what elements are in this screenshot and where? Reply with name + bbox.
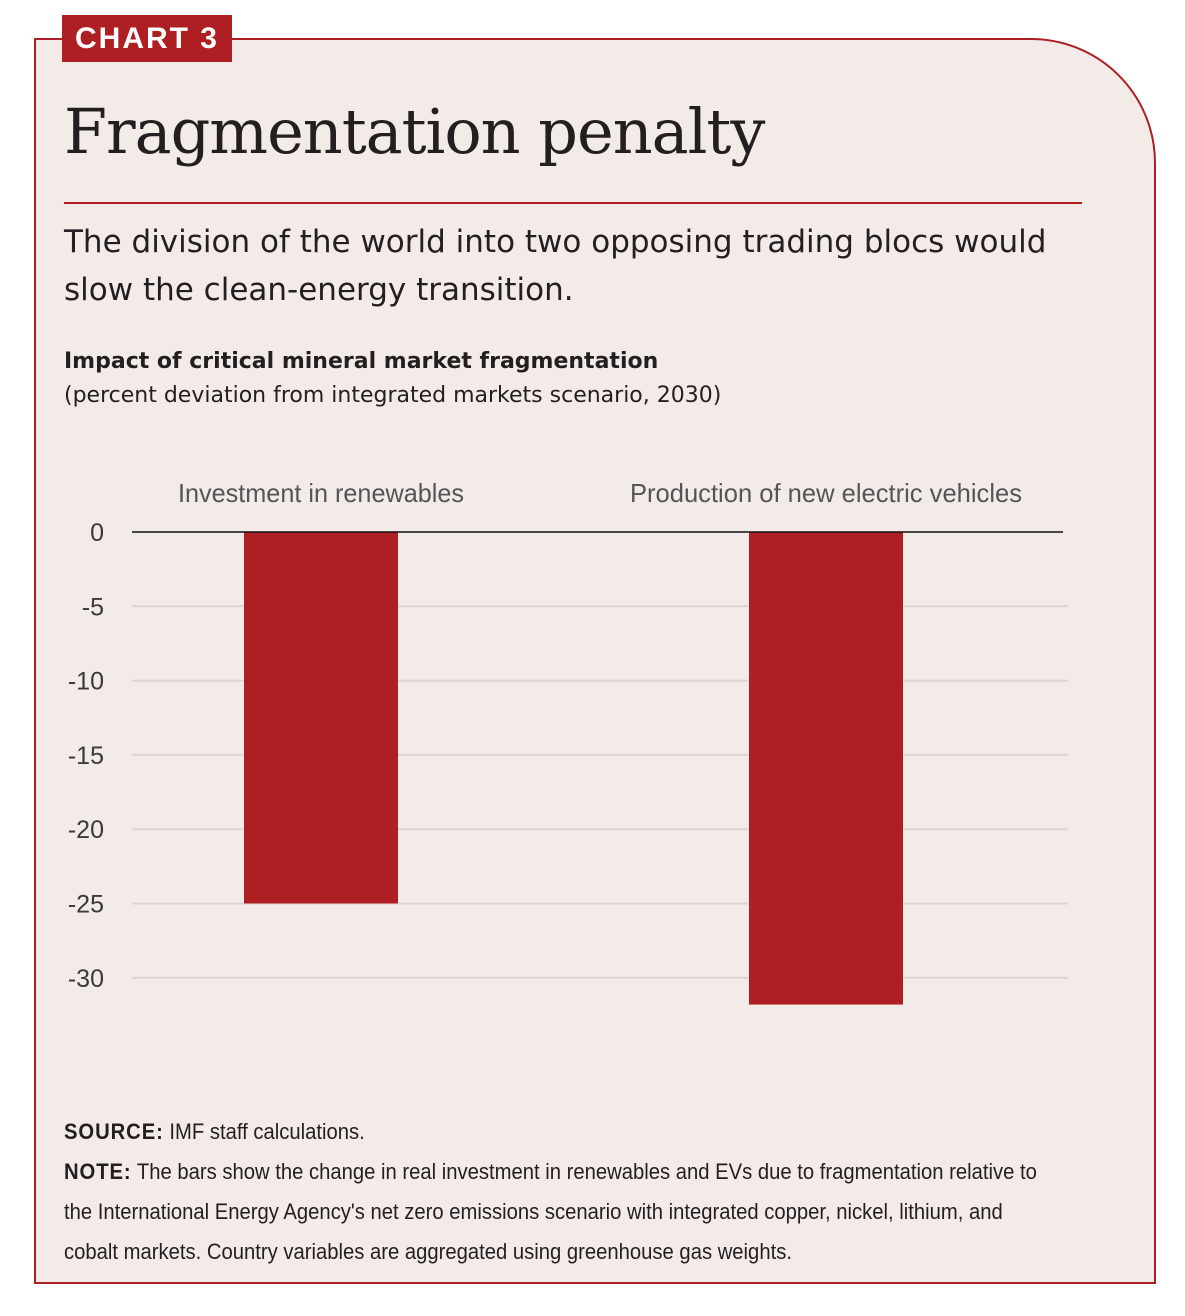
chart-subtitle: (percent deviation from integrated marke…	[64, 383, 722, 408]
note-text: The bars show the change in real investm…	[64, 1159, 1037, 1264]
y-tick-label: -15	[68, 742, 104, 770]
y-tick-label: -25	[68, 891, 104, 919]
y-tick-label: -5	[82, 593, 104, 621]
chart-frame	[34, 38, 1156, 1284]
page-title: Fragmentation penalty	[64, 95, 765, 168]
y-tick-label: -10	[68, 668, 104, 696]
source-label: SOURCE:	[64, 1119, 164, 1144]
source-line: SOURCE: IMF staff calculations.	[64, 1112, 1039, 1152]
source-notes: SOURCE: IMF staff calculations. NOTE: Th…	[64, 1112, 1039, 1272]
note-label: NOTE:	[64, 1159, 132, 1184]
chart-badge: CHART 3	[62, 15, 232, 62]
y-tick-label: -30	[68, 965, 104, 993]
category-label: Production of new electric vehicles	[630, 478, 1022, 508]
y-tick-label: -20	[68, 816, 104, 844]
chart-title: Impact of critical mineral market fragme…	[64, 349, 659, 374]
subtitle: The division of the world into two oppos…	[64, 224, 1047, 308]
bar	[244, 532, 398, 904]
bar	[749, 532, 903, 1005]
source-text: IMF staff calculations.	[169, 1119, 365, 1144]
bar-chart: 0 -5 -10 -15 -20 -25 -30 Investment in renewabl…	[68, 478, 1068, 1005]
title-divider	[64, 202, 1082, 204]
y-tick-label: 0	[90, 519, 104, 547]
note-line: NOTE: The bars show the change in real i…	[64, 1152, 1039, 1272]
category-label: Investment in renewables	[178, 478, 464, 508]
